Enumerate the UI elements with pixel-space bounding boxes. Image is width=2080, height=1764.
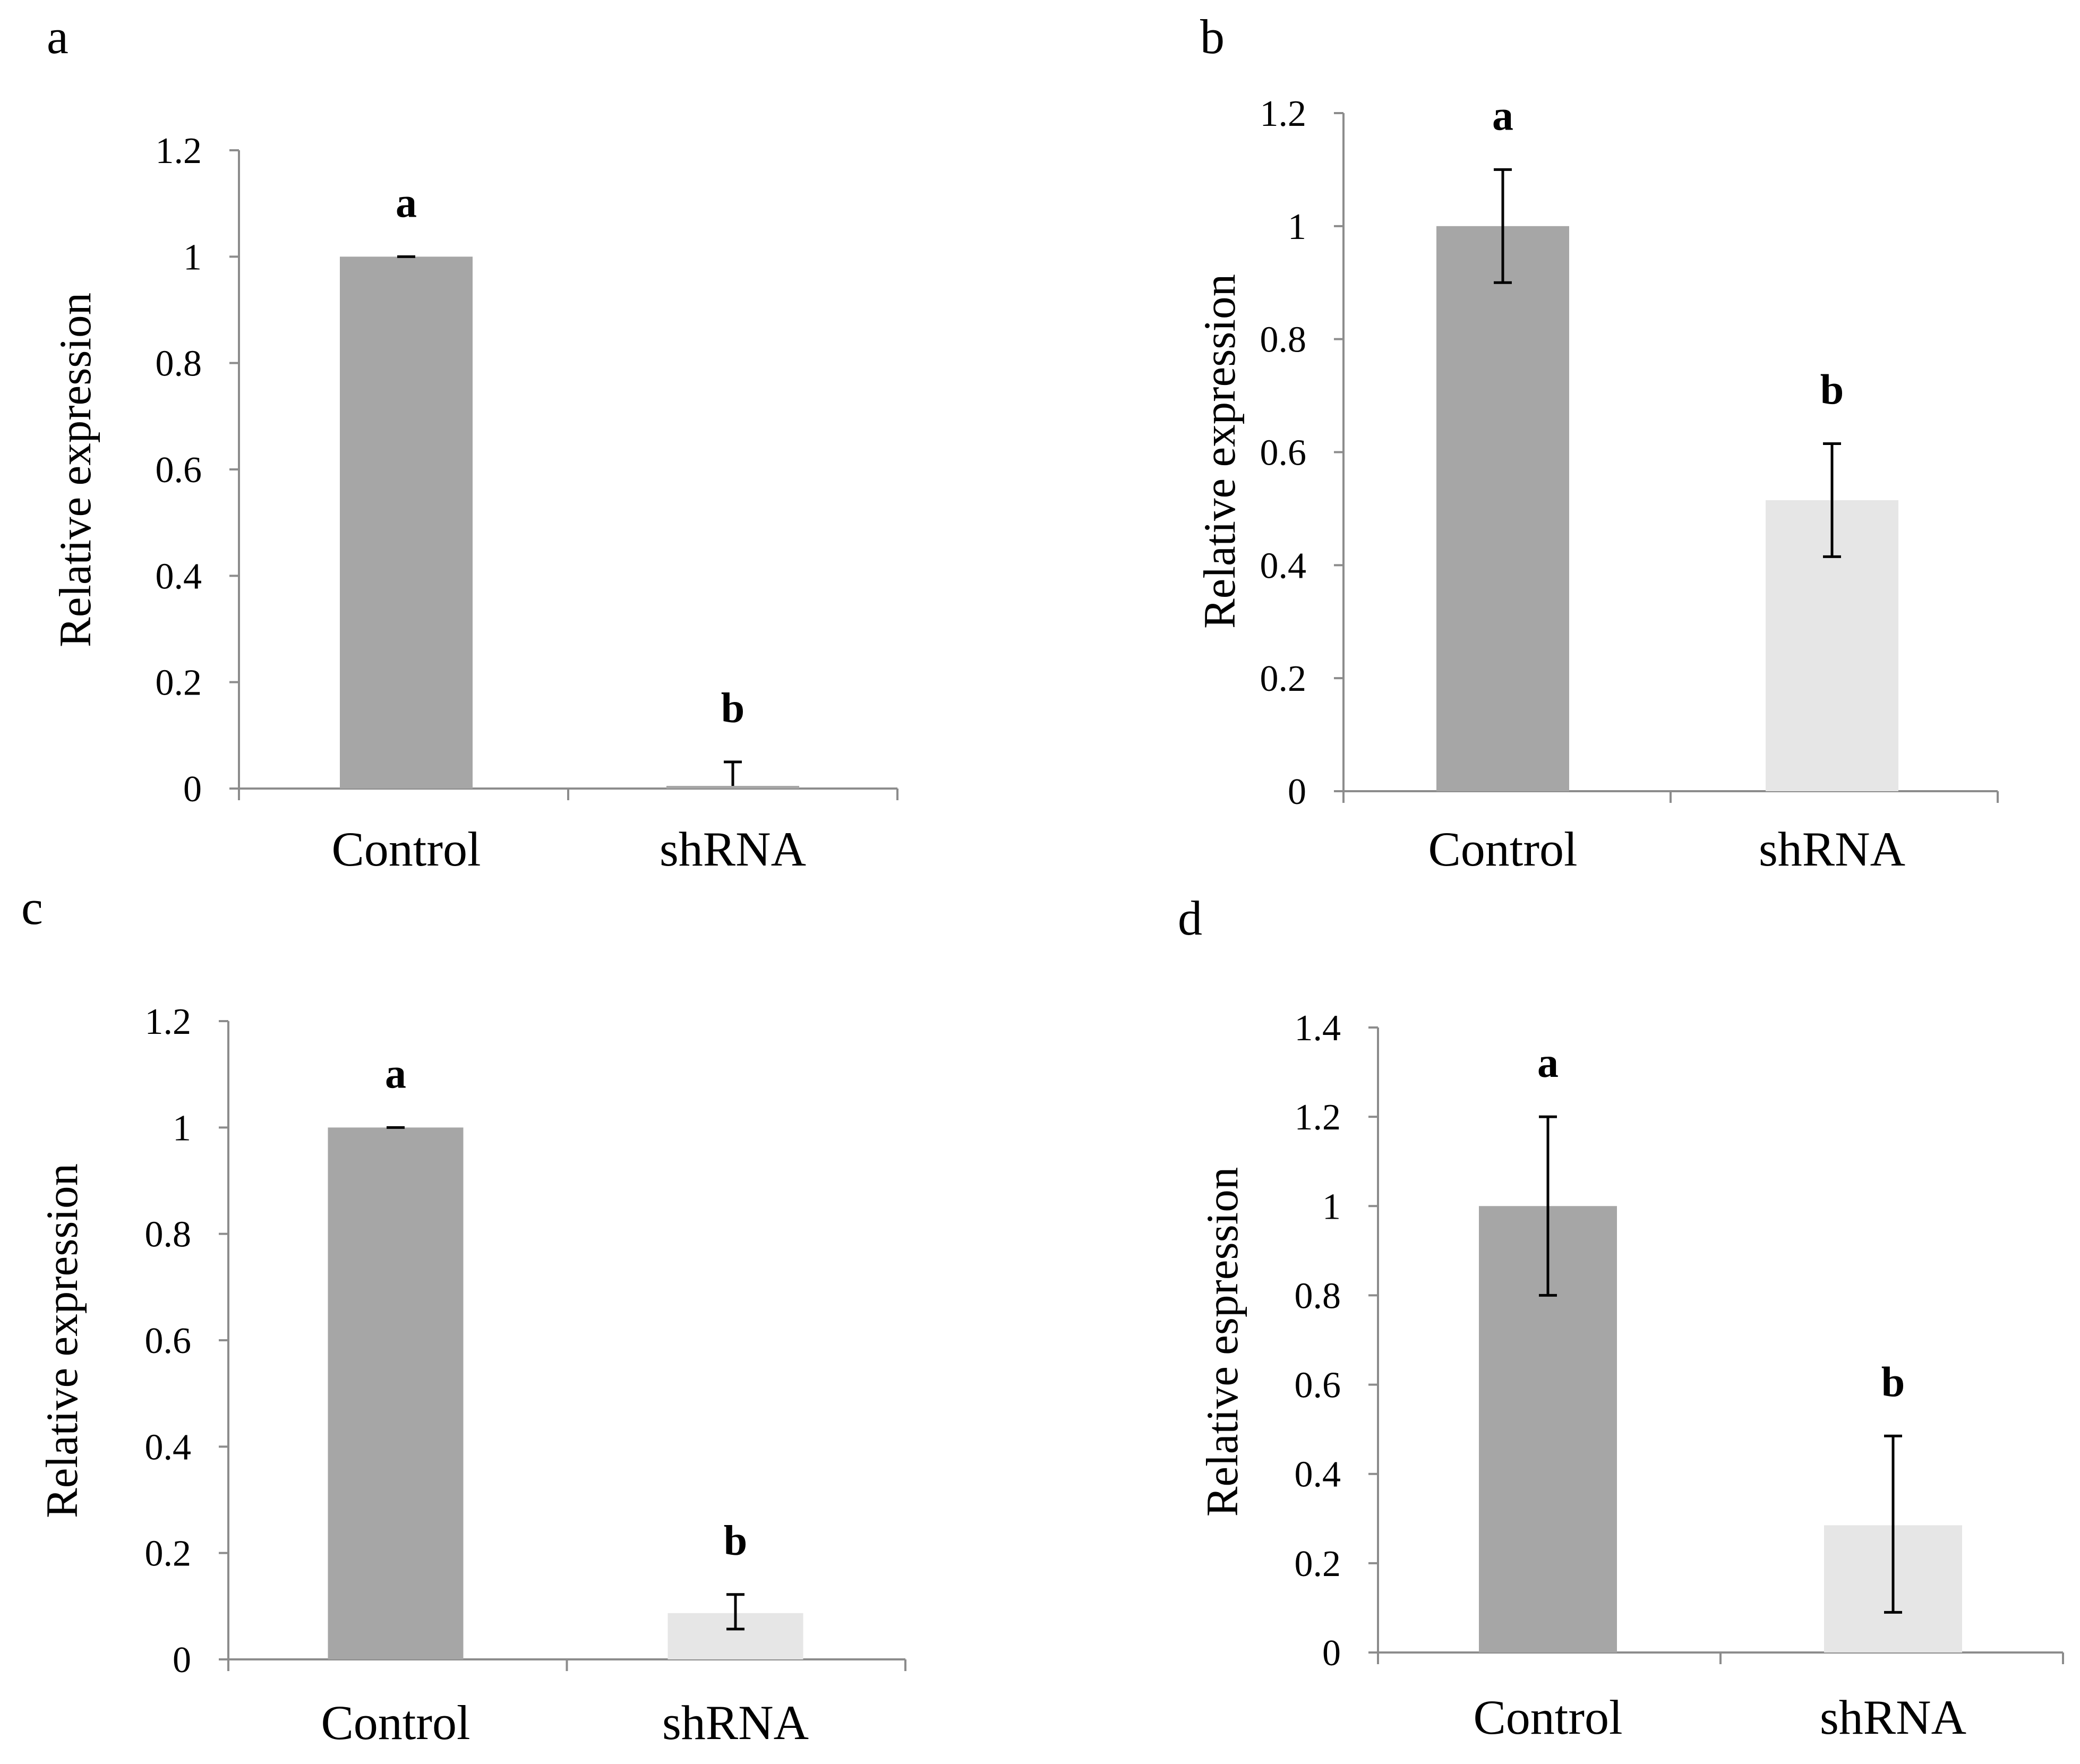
y-tick-label: 1.2: [156, 131, 202, 172]
y-tick-label: 0.6: [1260, 433, 1307, 474]
y-tick-label: 0.2: [145, 1534, 192, 1574]
y-tick-label: 0.6: [156, 450, 202, 491]
y-tick-label: 1: [183, 237, 202, 278]
x-category-label: shRNA: [662, 1696, 809, 1750]
x-category-label: shRNA: [660, 822, 806, 876]
x-category-label: shRNA: [1759, 822, 1905, 876]
y-tick-label: 0.8: [1295, 1275, 1341, 1316]
chart-panel-b: b 0 0.2 0.4 0.6 0.8 1 1.2 Relative expression a Co…: [1195, 10, 1999, 876]
panel-label: b: [1200, 10, 1225, 64]
y-tick-label: 0.6: [145, 1321, 192, 1361]
x-category-label: Control: [321, 1696, 470, 1750]
y-tick-label: 0.4: [1260, 545, 1307, 586]
significance-label: b: [1881, 1359, 1905, 1406]
y-tick-label: 1: [1322, 1186, 1341, 1227]
y-tick-label: 0.8: [156, 344, 202, 384]
chart-panel-d: d 0 0.2 0.4 0.6 0.8 1 1.2 1.4 Relative espression…: [1178, 891, 2064, 1744]
y-tick-label: 1.2: [1260, 93, 1307, 134]
y-axis-label: Relative expression: [37, 1163, 87, 1518]
significance-label: b: [1820, 367, 1844, 414]
x-category-label: shRNA: [1820, 1690, 1966, 1744]
y-tick-label: 0.8: [1260, 320, 1307, 361]
panel-label: d: [1178, 891, 1202, 945]
y-tick-label: 1.2: [1295, 1097, 1341, 1138]
y-tick-label: 0.4: [1295, 1454, 1341, 1495]
significance-label: a: [1537, 1040, 1559, 1086]
y-tick-label: 0: [1288, 772, 1306, 812]
y-tick-label: 1: [1288, 207, 1306, 247]
chart-panel-a: a 0 0.2 0.4 0.6 0.8 1 1.2 Relative expression a Co…: [47, 10, 898, 876]
chart-panel-c: c 0 0.2 0.4 0.6 0.8 1 1.2 Relative expression a Co…: [21, 880, 906, 1750]
y-tick-label: 1.4: [1295, 1008, 1341, 1049]
y-tick-label: 0.4: [156, 556, 202, 597]
y-tick-label: 0: [1322, 1633, 1341, 1674]
y-axis-label: Relative espression: [1197, 1167, 1247, 1517]
panel-label: a: [47, 10, 69, 64]
y-tick-label: 0.2: [1295, 1544, 1341, 1585]
significance-label: b: [721, 685, 745, 732]
bar-shrna: [666, 785, 799, 789]
y-tick-label: 0.2: [156, 663, 202, 704]
y-tick-label: 0.6: [1295, 1365, 1341, 1406]
y-tick-label: 0.4: [145, 1427, 192, 1468]
bar-control: [328, 1127, 464, 1659]
x-category-label: Control: [1473, 1690, 1622, 1744]
y-tick-label: 0: [173, 1640, 191, 1681]
bar-control: [1436, 226, 1569, 791]
significance-label: a: [385, 1050, 406, 1097]
significance-label: a: [396, 179, 417, 226]
y-tick-label: 1.2: [145, 1001, 192, 1042]
y-axis-label: Relative expression: [1195, 274, 1245, 629]
y-tick-label: 0: [183, 769, 202, 810]
x-category-label: Control: [331, 822, 481, 876]
significance-label: a: [1492, 92, 1513, 139]
bar-control: [340, 256, 473, 789]
y-tick-label: 0.2: [1260, 658, 1307, 699]
x-category-label: Control: [1428, 822, 1577, 876]
panel-label: c: [21, 880, 43, 935]
significance-label: b: [724, 1518, 748, 1564]
y-axis-label: Relative expression: [50, 293, 100, 647]
y-tick-label: 0.8: [145, 1214, 192, 1255]
y-tick-label: 1: [173, 1108, 191, 1149]
